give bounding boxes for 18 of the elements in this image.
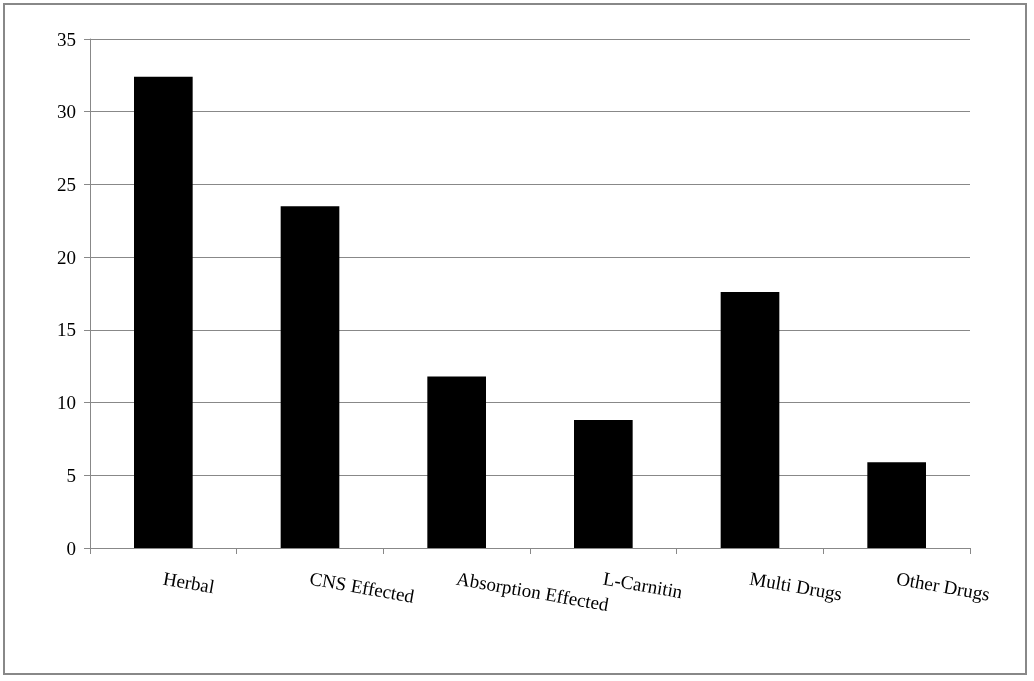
y-tick-label: 20 bbox=[57, 246, 76, 268]
bar bbox=[280, 206, 340, 548]
bar bbox=[427, 376, 486, 548]
y-tick-label: 15 bbox=[57, 319, 76, 341]
x-tick-label: Other Drugs bbox=[894, 567, 992, 605]
y-tick-label: 10 bbox=[57, 392, 76, 414]
y-tick-label: 25 bbox=[57, 173, 76, 195]
x-tick-label: CNS Effected bbox=[308, 567, 417, 607]
y-tick-label: 30 bbox=[57, 101, 76, 123]
bar bbox=[867, 462, 926, 548]
x-tick-label: Herbal bbox=[161, 567, 217, 598]
y-tick-label: 0 bbox=[66, 537, 76, 559]
bar bbox=[720, 292, 780, 548]
bar bbox=[134, 76, 193, 548]
y-tick-label: 35 bbox=[57, 28, 76, 50]
y-tick-label: 5 bbox=[66, 464, 76, 486]
bar bbox=[574, 420, 633, 548]
x-tick-label: Multi Drugs bbox=[748, 567, 844, 605]
